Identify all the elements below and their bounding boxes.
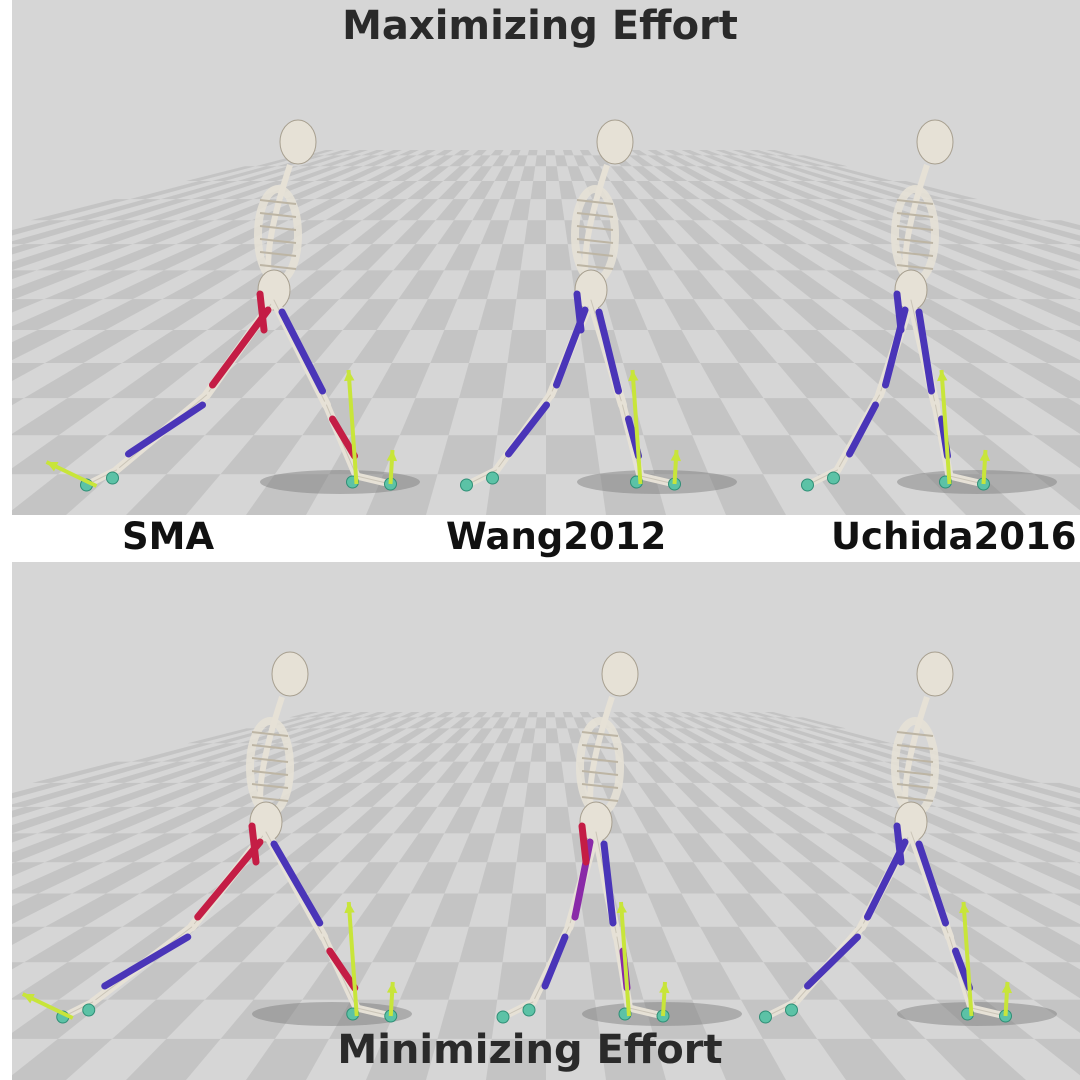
muscle	[329, 415, 358, 460]
muscle	[256, 290, 268, 334]
contact-sphere	[106, 471, 119, 485]
contact-sphere	[496, 1010, 510, 1024]
musculoskeletal-model	[801, 119, 1057, 494]
muscle	[915, 308, 935, 395]
musculoskeletal-model	[496, 651, 742, 1026]
musculoskeletal-model	[45, 119, 420, 494]
muscle	[915, 840, 949, 927]
ground-reaction-force-arrow	[961, 901, 974, 1017]
muscle	[101, 933, 192, 990]
ground-reaction-force-arrow	[939, 369, 952, 485]
contact-sphere	[801, 478, 814, 492]
muscle	[541, 933, 569, 990]
maximizing-effort-panel	[12, 0, 1080, 515]
muscle	[125, 401, 206, 458]
muscle	[209, 306, 272, 389]
muscle	[893, 290, 905, 334]
skull	[916, 119, 954, 165]
model-label-wang2012: Wang2012	[446, 515, 667, 558]
ground-reaction-force-arrow	[346, 369, 359, 485]
pelvis	[249, 801, 283, 843]
skull	[601, 651, 639, 697]
skull	[271, 651, 309, 697]
muscle	[804, 933, 861, 990]
contact-sphere	[522, 1003, 536, 1017]
muscle	[505, 401, 550, 458]
muscle	[194, 838, 264, 921]
shadow	[260, 470, 420, 494]
musculoskeletal-model	[759, 651, 1057, 1026]
muscle	[248, 822, 260, 866]
model-label-sma: SMA	[122, 515, 215, 558]
skull	[916, 651, 954, 697]
minimizing-effort-scene	[12, 562, 1080, 1080]
minimizing-effort-title: Minimizing Effort	[337, 1027, 723, 1073]
musculoskeletal-model	[21, 651, 412, 1026]
muscle	[893, 822, 905, 866]
contact-sphere	[460, 478, 473, 492]
muscle	[600, 840, 617, 927]
muscle	[270, 840, 324, 927]
muscle	[573, 290, 585, 334]
minimizing-effort-panel	[12, 562, 1080, 1080]
maximizing-effort-title: Maximizing Effort	[342, 3, 738, 49]
muscle	[846, 401, 879, 458]
ground-reaction-force-arrow	[630, 369, 643, 485]
skull	[279, 119, 317, 165]
ground-reaction-force-arrow	[619, 901, 631, 1017]
model-label-uchida2016: Uchida2016	[831, 515, 1077, 558]
shadow	[897, 1002, 1057, 1026]
contact-sphere	[82, 1003, 96, 1017]
contact-sphere	[785, 1003, 798, 1017]
contact-sphere	[486, 471, 499, 485]
ground-reaction-force-arrow	[346, 901, 359, 1017]
maximizing-effort-scene	[12, 0, 1080, 515]
contact-sphere	[827, 471, 840, 485]
musculoskeletal-model	[460, 119, 737, 494]
muscle	[326, 947, 359, 992]
skull	[596, 119, 634, 165]
muscle	[278, 308, 326, 395]
contact-sphere	[759, 1010, 772, 1024]
muscle	[595, 308, 622, 395]
muscle	[578, 822, 590, 866]
